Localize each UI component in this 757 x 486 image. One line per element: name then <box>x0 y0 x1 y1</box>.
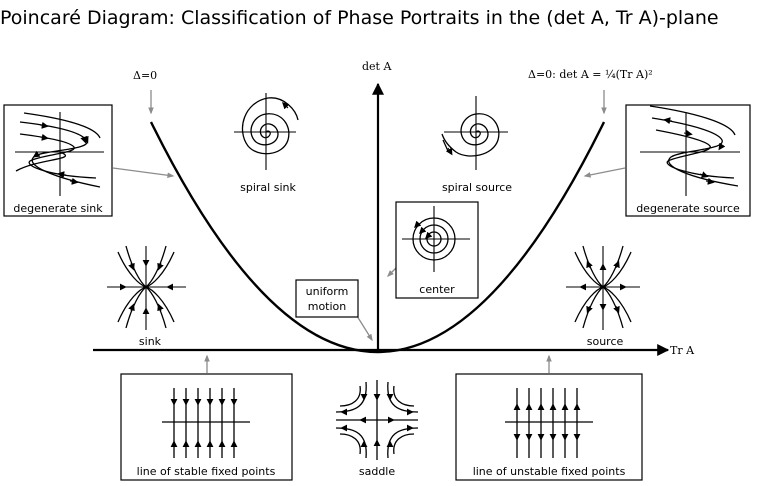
diagram-title: Poincaré Diagram: Classification of Phas… <box>0 7 719 29</box>
unstable-line-label: line of unstable fixed points <box>473 465 626 478</box>
trace-axis-label: Tr A <box>670 344 695 357</box>
degenerate-source-portrait: degenerate source <box>625 104 751 217</box>
pointer-uniform-motion <box>356 315 373 342</box>
sink-label: sink <box>139 335 162 348</box>
degenerate-sink-label: degenerate sink <box>13 202 103 215</box>
parabola-curve <box>149 121 606 353</box>
stable-line-portrait: line of stable fixed points <box>120 373 293 481</box>
sink-portrait: sink <box>107 245 186 348</box>
spiral-source-portrait: spiral source <box>441 96 512 194</box>
uniform-motion-label-line1: uniform <box>306 285 349 298</box>
uniform-motion-label-line2: motion <box>308 300 347 313</box>
stable-line-label: line of stable fixed points <box>137 465 276 478</box>
degenerate-source-label: degenerate source <box>636 202 740 215</box>
saddle-label: saddle <box>359 465 395 478</box>
center-label: center <box>419 283 455 296</box>
parabola-right-label: Δ=0: det A = ¼(Tr A)² <box>528 68 653 81</box>
degenerate-sink-portrait: degenerate sink <box>3 104 113 217</box>
center-portrait: center <box>395 201 479 299</box>
source-portrait: source <box>566 245 640 348</box>
saddle-portrait: saddle <box>335 380 419 478</box>
spiral-sink-portrait: spiral sink <box>234 93 299 194</box>
uniform-motion-box: uniform motion <box>295 279 359 318</box>
det-axis-label: det A <box>362 60 392 73</box>
source-label: source <box>587 335 624 348</box>
spiral-source-label: spiral source <box>442 181 512 194</box>
pointer-degenerate-sink <box>112 167 175 179</box>
unstable-line-portrait: line of unstable fixed points <box>455 373 643 481</box>
pointer-center <box>387 267 397 277</box>
spiral-sink-label: spiral sink <box>240 181 296 194</box>
parabola-left-label: Δ=0 <box>133 69 157 82</box>
pointer-degenerate-source <box>583 167 626 178</box>
